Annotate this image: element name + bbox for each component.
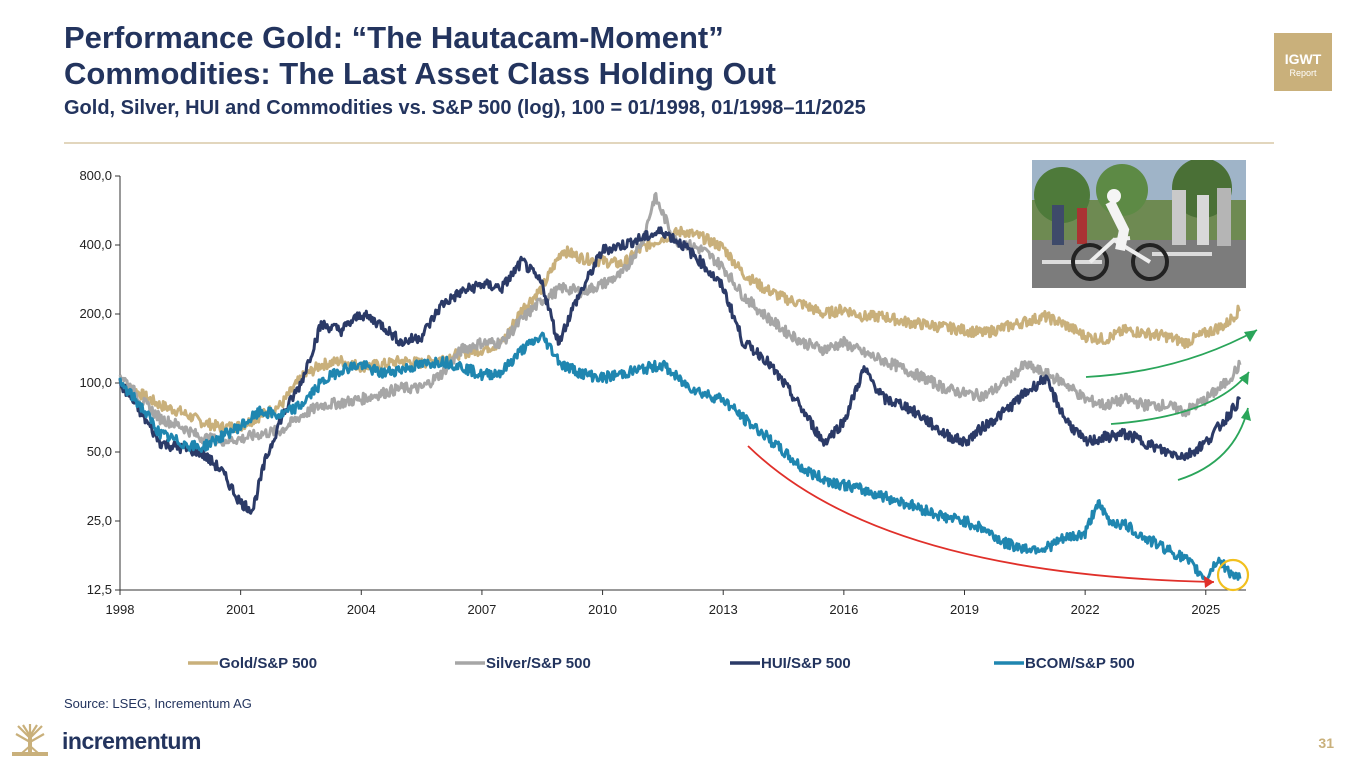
x-tick-label: 1998 — [106, 602, 135, 617]
page-number: 31 — [1318, 735, 1334, 751]
uptrend-arrowhead-green — [1241, 408, 1251, 421]
x-tick-label: 2025 — [1191, 602, 1220, 617]
x-tick-label: 2004 — [347, 602, 376, 617]
uptrend-arrow-green — [1177, 407, 1249, 481]
uptrend-arrow-green — [1085, 329, 1258, 378]
performance-chart: 12,5 25,0 50,0 100,0 200,0 400,0 800,0 1998 2001… — [79, 168, 1258, 672]
badge-line-1: IGWT — [1284, 51, 1322, 67]
x-tick-label: 2013 — [709, 602, 738, 617]
series-line-hui-s-p-500 — [118, 226, 1242, 515]
page-title: Performance Gold: “The Hautacam-Moment” … — [64, 20, 776, 92]
y-tick-label: 800,0 — [79, 168, 112, 183]
downtrend-arrow-red — [747, 445, 1215, 583]
igwt-report-badge: IGWT Report — [1274, 33, 1332, 91]
x-tick-label: 2016 — [829, 602, 858, 617]
y-tick-label: 50,0 — [87, 444, 112, 459]
legend-label: BCOM/S&P 500 — [1025, 655, 1135, 672]
legend-label: HUI/S&P 500 — [761, 655, 851, 672]
y-tick-label: 100,0 — [79, 375, 112, 390]
title-line-1: Performance Gold: “The Hautacam-Moment” — [64, 20, 724, 55]
y-tick-label: 12,5 — [87, 582, 112, 597]
series-line-bcom-s-p-500 — [118, 331, 1242, 582]
downtrend-arrowhead-red — [1204, 576, 1214, 588]
x-tick-label: 2019 — [950, 602, 979, 617]
chart-subtitle: Gold, Silver, HUI and Commodities vs. S&… — [64, 97, 866, 119]
incrementum-tree-icon — [12, 722, 48, 763]
y-tick-label: 400,0 — [79, 237, 112, 252]
x-tick-label: 2007 — [467, 602, 496, 617]
y-tick-label: 200,0 — [79, 306, 112, 321]
header-divider — [64, 142, 1274, 144]
uptrend-arrowhead-green — [1239, 372, 1249, 385]
uptrend-arrowhead-green — [1244, 330, 1257, 342]
incrementum-logo-text: incrementum — [62, 728, 201, 754]
title-line-2: Commodities: The Last Asset Class Holdin… — [64, 56, 776, 91]
source-note: Source: LSEG, Incrementum AG — [64, 696, 252, 711]
highlight-circle — [1216, 558, 1250, 592]
cyclist-photo — [1032, 160, 1246, 288]
x-tick-label: 2022 — [1071, 602, 1100, 617]
uptrend-arrow-green — [1110, 371, 1250, 425]
x-tick-label: 2010 — [588, 602, 617, 617]
x-tick-label: 2001 — [226, 602, 255, 617]
legend-label: Gold/S&P 500 — [219, 655, 317, 672]
y-tick-label: 25,0 — [87, 513, 112, 528]
badge-line-2: Report — [1289, 68, 1317, 78]
legend-label: Silver/S&P 500 — [486, 655, 591, 672]
